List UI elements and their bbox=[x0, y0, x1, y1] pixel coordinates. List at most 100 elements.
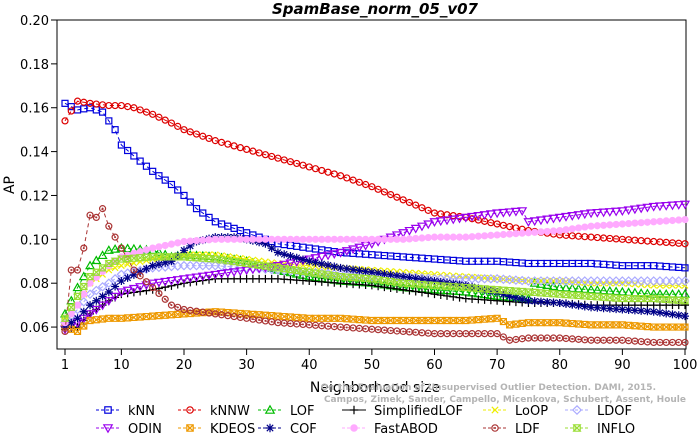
data-point bbox=[449, 233, 457, 241]
data-point bbox=[560, 212, 572, 222]
data-point bbox=[479, 211, 490, 220]
data-point bbox=[286, 235, 295, 243]
data-point bbox=[461, 281, 470, 290]
data-point bbox=[85, 260, 96, 270]
data-point bbox=[349, 265, 358, 274]
data-point bbox=[123, 273, 132, 282]
data-point bbox=[243, 235, 251, 243]
data-point bbox=[318, 235, 326, 243]
data-point bbox=[674, 311, 683, 320]
data-point bbox=[506, 336, 514, 344]
data-point bbox=[298, 255, 307, 264]
data-point bbox=[98, 205, 107, 213]
data-point bbox=[556, 226, 564, 235]
data-point bbox=[504, 274, 515, 285]
data-point bbox=[491, 406, 499, 414]
data-point bbox=[636, 204, 647, 214]
data-point bbox=[517, 275, 528, 286]
data-point bbox=[380, 235, 388, 243]
data-point bbox=[387, 190, 395, 199]
data-point bbox=[104, 287, 113, 296]
data-point bbox=[224, 235, 232, 243]
data-point bbox=[435, 217, 446, 227]
data-point bbox=[136, 267, 145, 276]
data-point bbox=[147, 279, 158, 289]
data-point bbox=[499, 290, 508, 299]
data-point bbox=[178, 275, 190, 285]
data-point bbox=[235, 267, 246, 277]
series-fastabod bbox=[61, 215, 689, 327]
data-point bbox=[411, 274, 420, 283]
data-point bbox=[186, 198, 194, 206]
data-point bbox=[518, 295, 527, 304]
data-point bbox=[599, 221, 608, 229]
data-point bbox=[211, 137, 219, 145]
data-point bbox=[572, 424, 582, 432]
data-point bbox=[73, 292, 82, 300]
data-point bbox=[571, 404, 583, 416]
data-point bbox=[211, 235, 219, 243]
data-point bbox=[136, 157, 144, 165]
data-point bbox=[116, 288, 127, 298]
data-point bbox=[104, 406, 112, 414]
x-tick-label: 70 bbox=[489, 358, 506, 373]
data-point bbox=[167, 257, 176, 266]
data-point bbox=[529, 276, 540, 286]
data-point bbox=[617, 207, 628, 217]
data-point bbox=[111, 233, 119, 241]
data-point bbox=[210, 270, 221, 280]
data-point bbox=[680, 297, 690, 305]
data-point bbox=[167, 301, 176, 309]
data-point bbox=[59, 308, 71, 318]
data-point bbox=[629, 205, 640, 215]
data-point bbox=[424, 206, 432, 214]
data-point bbox=[631, 280, 639, 288]
data-point bbox=[430, 233, 439, 241]
data-point bbox=[110, 292, 121, 302]
data-point bbox=[662, 309, 671, 318]
data-point bbox=[518, 229, 526, 237]
data-point bbox=[268, 152, 276, 161]
data-point bbox=[486, 273, 496, 284]
data-point bbox=[92, 106, 100, 114]
data-point bbox=[567, 212, 578, 221]
data-point bbox=[293, 235, 301, 243]
data-point bbox=[411, 287, 420, 296]
data-point bbox=[443, 291, 452, 300]
data-point bbox=[542, 276, 553, 286]
data-point bbox=[643, 307, 652, 316]
data-point bbox=[630, 276, 640, 286]
data-point bbox=[80, 322, 88, 330]
legend-item-odin: ODIN bbox=[96, 422, 162, 434]
data-point bbox=[136, 272, 144, 280]
data-point bbox=[124, 260, 132, 268]
data-point bbox=[174, 186, 182, 194]
data-point bbox=[161, 295, 169, 303]
data-point bbox=[592, 208, 603, 218]
data-point bbox=[73, 301, 82, 309]
data-point bbox=[606, 221, 614, 229]
legend-label: KDEOS bbox=[210, 422, 255, 434]
data-point bbox=[429, 218, 440, 227]
data-point bbox=[504, 208, 515, 218]
data-point bbox=[98, 292, 107, 301]
data-point bbox=[324, 261, 333, 270]
data-point bbox=[167, 281, 176, 290]
data-point bbox=[98, 315, 107, 323]
data-point bbox=[554, 276, 565, 286]
data-point bbox=[399, 272, 408, 281]
data-point bbox=[681, 338, 689, 347]
data-point bbox=[650, 218, 658, 226]
data-point bbox=[655, 308, 664, 317]
data-point bbox=[499, 230, 507, 239]
data-point bbox=[512, 320, 520, 328]
data-point bbox=[548, 281, 559, 291]
y-tick-label: 0.16 bbox=[20, 102, 49, 117]
data-point bbox=[273, 248, 282, 257]
data-point bbox=[86, 301, 95, 310]
data-point bbox=[311, 321, 320, 329]
data-point bbox=[668, 310, 677, 319]
data-point bbox=[498, 208, 509, 218]
credit-authors: Campos, Zimek, Sander, Campello, Micenko… bbox=[324, 395, 686, 405]
